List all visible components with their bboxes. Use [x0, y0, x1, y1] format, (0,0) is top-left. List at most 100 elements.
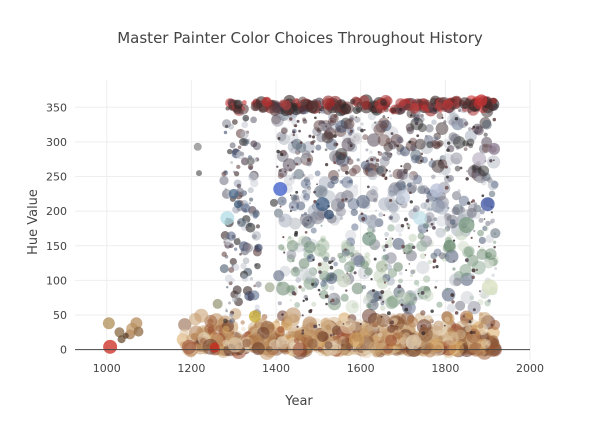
scatter-point — [229, 313, 234, 318]
scatter-point — [233, 171, 240, 177]
data-point — [303, 241, 316, 254]
scatter-point — [484, 300, 491, 307]
scatter-point — [296, 119, 300, 123]
scatter-point — [341, 248, 350, 257]
scatter-point — [483, 218, 486, 220]
scatter-point — [317, 288, 321, 292]
scatter-point — [378, 296, 382, 300]
scatter-point — [349, 98, 356, 105]
scatter-point — [223, 237, 227, 242]
scatter-point — [221, 171, 227, 177]
scatter-point — [348, 332, 365, 348]
scatter-point — [293, 156, 303, 166]
scatter-point — [492, 159, 495, 162]
scatter-point — [292, 130, 296, 134]
data-point — [196, 170, 203, 177]
scatter-point — [337, 169, 341, 172]
data-point — [130, 317, 143, 330]
scatter-point — [319, 270, 330, 282]
scatter-point — [300, 287, 306, 292]
scatter-point — [362, 100, 372, 110]
scatter-point — [369, 185, 379, 194]
scatter-point — [442, 99, 453, 110]
scatter-point — [352, 106, 361, 115]
scatter-point — [423, 199, 436, 212]
scatter-point — [412, 174, 423, 185]
data-point — [114, 327, 125, 338]
scatter-point — [255, 281, 262, 288]
scatter-point — [340, 103, 352, 115]
scatter-point — [224, 274, 233, 283]
scatter-point — [425, 124, 434, 133]
scatter-point — [378, 117, 390, 129]
scatter-point — [401, 244, 405, 249]
scatter-point — [466, 207, 477, 219]
scatter-point — [329, 285, 335, 291]
y-tick-label: 300 — [46, 136, 67, 149]
scatter-point — [317, 262, 322, 267]
scatter-point — [409, 114, 413, 117]
scatter-point — [475, 175, 482, 182]
scatter-point — [340, 293, 349, 302]
scatter-point — [393, 262, 403, 272]
axes: 1000 1200 1400 1600 1800 2000 0 50 100 150 200 250 3… — [46, 101, 544, 375]
scatter-point — [467, 127, 472, 131]
scatter-point — [349, 129, 354, 133]
scatter-point — [376, 313, 391, 328]
scatter-point — [490, 323, 494, 327]
scatter-point — [453, 260, 455, 262]
scatter-point — [383, 214, 386, 217]
scatter-point — [374, 162, 380, 167]
scatter-point — [324, 341, 333, 350]
scatter-point — [426, 343, 434, 351]
scatter-point — [250, 102, 260, 112]
scatter-point — [343, 118, 355, 130]
scatter-point — [464, 258, 469, 263]
data-point — [220, 211, 235, 226]
scatter-point — [310, 140, 315, 145]
scatter-point — [318, 111, 321, 114]
scatter-point — [279, 150, 283, 154]
scatter-point — [247, 141, 250, 145]
scatter-point — [410, 149, 422, 161]
scatter-point — [399, 107, 402, 111]
scatter-point — [446, 148, 450, 152]
scatter-point — [367, 170, 378, 181]
scatter-point — [403, 168, 409, 174]
scatter-point — [387, 116, 389, 119]
scatter-point — [287, 164, 290, 167]
scatter-point — [356, 194, 370, 209]
scatter-point — [179, 328, 189, 338]
scatter-point — [416, 260, 430, 275]
scatter-point — [286, 240, 299, 252]
scatter-point — [221, 251, 227, 257]
scatter-point — [438, 252, 446, 260]
scatter-point — [484, 248, 497, 261]
scatter-point — [431, 119, 437, 125]
scatter-point — [478, 245, 480, 248]
scatter-point — [424, 211, 435, 222]
scatter-point — [283, 311, 295, 324]
scatter-point — [488, 190, 496, 198]
scatter-point — [434, 136, 439, 140]
scatter-point — [371, 159, 374, 162]
scatter-point — [472, 308, 476, 312]
scatter-point — [408, 140, 412, 144]
scatter-point — [255, 224, 261, 229]
scatter-point — [380, 315, 383, 318]
scatter-point — [331, 325, 342, 335]
scatter-point — [315, 144, 322, 151]
scatter-point — [233, 247, 238, 251]
scatter-point — [251, 342, 265, 356]
scatter-point — [304, 230, 308, 234]
scatter-point — [241, 121, 249, 129]
scatter-point — [356, 158, 360, 162]
scatter-point — [295, 190, 299, 194]
scatter-point — [314, 116, 317, 120]
scatter-point — [349, 271, 353, 275]
scatter-point — [247, 164, 254, 170]
scatter-point — [492, 106, 496, 110]
scatter-point — [239, 252, 242, 256]
scatter-point — [444, 249, 459, 264]
scatter-point — [325, 302, 328, 306]
